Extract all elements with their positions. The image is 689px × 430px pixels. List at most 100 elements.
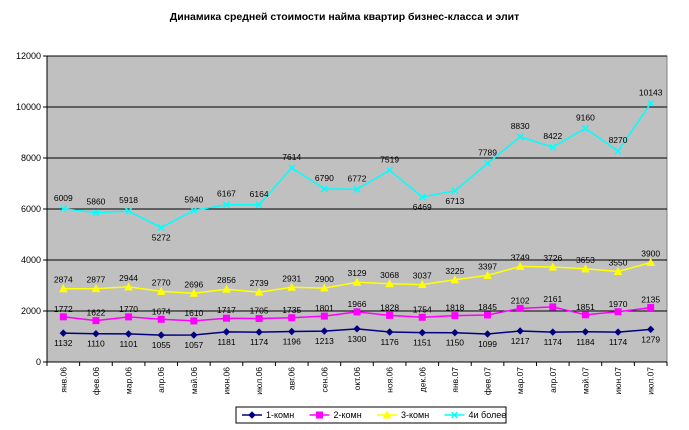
data-point xyxy=(125,207,133,215)
data-label: 1818 xyxy=(445,303,464,313)
y-tick-label: 0 xyxy=(36,357,41,367)
data-point xyxy=(157,315,165,323)
data-label: 6167 xyxy=(217,189,236,199)
data-label: 3225 xyxy=(445,266,464,276)
data-point xyxy=(581,264,590,273)
data-label: 2944 xyxy=(119,273,138,283)
data-point xyxy=(124,282,133,291)
data-label: 3037 xyxy=(413,271,432,281)
data-point xyxy=(91,284,101,293)
x-tick-label: янв.07 xyxy=(450,367,460,393)
data-label: 3749 xyxy=(511,252,530,262)
data-label: 1845 xyxy=(478,302,497,312)
x-tick-label: фев.06 xyxy=(91,367,101,395)
data-point xyxy=(647,99,655,107)
data-point xyxy=(386,311,394,319)
x-tick-label: июл.07 xyxy=(646,367,656,395)
data-label: 1174 xyxy=(250,337,269,347)
data-label: 3653 xyxy=(576,255,595,265)
data-label: 2770 xyxy=(152,277,171,287)
data-label: 1057 xyxy=(184,340,203,350)
data-label: 2135 xyxy=(641,295,660,305)
x-tick-label: мар.07 xyxy=(515,367,525,394)
data-label: 1101 xyxy=(119,339,138,349)
data-point xyxy=(515,261,525,270)
data-label: 3129 xyxy=(348,268,367,278)
x-tick-label: мар.06 xyxy=(124,367,134,394)
y-tick-label: 2000 xyxy=(21,306,41,316)
data-label: 1674 xyxy=(152,306,171,316)
data-point xyxy=(92,209,100,217)
data-label: 1174 xyxy=(609,337,628,347)
x-tick-label: авг.06 xyxy=(287,367,297,390)
x-tick-label: апр.07 xyxy=(548,367,558,393)
data-label: 1801 xyxy=(315,303,334,313)
data-label: 3068 xyxy=(380,270,399,280)
data-point xyxy=(124,330,133,338)
data-point xyxy=(646,325,655,334)
data-point xyxy=(484,311,492,319)
data-point xyxy=(385,328,394,336)
data-label: 2874 xyxy=(54,275,73,285)
data-point xyxy=(190,331,198,339)
x-tick-label: июн.07 xyxy=(613,367,623,395)
data-point xyxy=(483,159,492,167)
data-point xyxy=(59,205,67,213)
data-point xyxy=(92,329,100,338)
data-label: 1279 xyxy=(641,334,660,344)
data-point xyxy=(581,328,590,336)
data-label: 7519 xyxy=(380,154,399,164)
data-label: 1184 xyxy=(576,337,595,347)
legend-marker xyxy=(248,411,256,419)
data-point xyxy=(516,133,524,141)
data-point xyxy=(386,166,394,174)
data-label: 1970 xyxy=(609,299,628,309)
data-label: 1717 xyxy=(217,305,236,315)
data-label: 5918 xyxy=(119,195,138,205)
data-label: 3397 xyxy=(478,261,497,271)
data-point xyxy=(320,283,329,292)
legend xyxy=(235,406,507,424)
y-tick-label: 12000 xyxy=(16,51,41,61)
y-tick-label: 4000 xyxy=(21,255,41,265)
data-label: 1770 xyxy=(119,304,138,314)
data-label: 1196 xyxy=(283,337,302,347)
data-point xyxy=(288,164,296,172)
legend-marker xyxy=(450,411,459,419)
data-point xyxy=(320,327,329,335)
data-point xyxy=(222,201,231,209)
legend-label: 3-комн xyxy=(401,410,429,420)
x-tick-label: апр.06 xyxy=(156,367,166,393)
data-label: 1213 xyxy=(315,336,334,346)
x-tick-label: дек.06 xyxy=(417,367,427,392)
data-label: 5860 xyxy=(86,197,105,207)
data-point xyxy=(614,328,622,336)
data-label: 6772 xyxy=(348,173,367,183)
legend-label: 1-комн xyxy=(266,410,294,420)
data-point xyxy=(156,286,166,295)
data-label: 2739 xyxy=(250,278,269,288)
legend-marker xyxy=(382,410,392,419)
data-point xyxy=(451,312,459,320)
data-label: 1174 xyxy=(544,337,563,347)
legend-marker xyxy=(316,411,323,419)
data-point xyxy=(58,284,68,293)
data-label: 6164 xyxy=(250,189,269,199)
data-label: 5940 xyxy=(184,195,203,205)
data-point xyxy=(353,308,361,316)
data-point xyxy=(353,325,361,333)
data-point xyxy=(516,304,524,312)
data-label: 8422 xyxy=(543,131,562,141)
data-point xyxy=(189,288,199,297)
data-label: 3900 xyxy=(641,249,660,259)
y-tick-label: 10000 xyxy=(16,102,41,112)
data-label: 1176 xyxy=(380,337,399,347)
data-point xyxy=(483,330,492,338)
data-label: 1705 xyxy=(250,306,269,316)
data-point xyxy=(255,315,263,323)
data-label: 1132 xyxy=(54,338,73,348)
data-point xyxy=(255,328,263,336)
data-point xyxy=(418,193,426,201)
data-label: 1622 xyxy=(86,308,105,318)
